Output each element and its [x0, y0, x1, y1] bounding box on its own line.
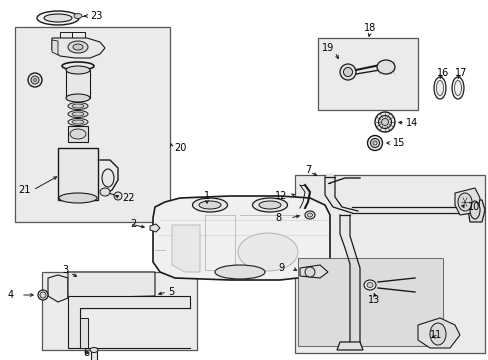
- Text: 12: 12: [274, 191, 287, 201]
- Ellipse shape: [90, 347, 98, 352]
- Polygon shape: [68, 296, 190, 348]
- Ellipse shape: [429, 323, 445, 345]
- Polygon shape: [172, 225, 200, 272]
- Bar: [58, 148, 98, 200]
- Ellipse shape: [259, 201, 281, 209]
- Ellipse shape: [376, 60, 394, 74]
- Ellipse shape: [451, 77, 463, 99]
- Polygon shape: [153, 196, 329, 280]
- Ellipse shape: [114, 192, 122, 200]
- Bar: [66, 70, 90, 98]
- Text: 1: 1: [203, 191, 210, 201]
- Polygon shape: [467, 200, 484, 222]
- Text: 3: 3: [62, 265, 68, 275]
- Ellipse shape: [433, 77, 445, 99]
- Ellipse shape: [100, 188, 110, 196]
- Text: 9: 9: [278, 263, 284, 273]
- Polygon shape: [454, 188, 479, 215]
- Text: 21: 21: [18, 185, 30, 195]
- Text: 7: 7: [305, 165, 311, 175]
- Text: 6: 6: [83, 348, 89, 358]
- Ellipse shape: [252, 198, 287, 212]
- Ellipse shape: [72, 104, 84, 108]
- Bar: [42, 272, 197, 350]
- Ellipse shape: [68, 41, 88, 53]
- Ellipse shape: [73, 44, 83, 50]
- Ellipse shape: [307, 213, 312, 217]
- Bar: [317, 38, 417, 110]
- Text: 5: 5: [168, 287, 174, 297]
- Text: 20: 20: [174, 143, 186, 153]
- Bar: [91, 348, 97, 360]
- Ellipse shape: [305, 211, 314, 219]
- Ellipse shape: [436, 81, 443, 95]
- Text: 22: 22: [122, 193, 134, 203]
- Text: 18: 18: [363, 23, 375, 33]
- Ellipse shape: [59, 193, 97, 203]
- Polygon shape: [80, 318, 88, 348]
- Text: 14: 14: [405, 118, 417, 128]
- Polygon shape: [336, 342, 362, 350]
- Ellipse shape: [38, 290, 48, 300]
- Text: 8: 8: [274, 213, 281, 223]
- Text: 11: 11: [429, 330, 441, 340]
- Text: 10: 10: [467, 202, 479, 212]
- Ellipse shape: [37, 11, 79, 25]
- Bar: [297, 258, 442, 346]
- Ellipse shape: [102, 169, 114, 187]
- Ellipse shape: [74, 14, 82, 18]
- Ellipse shape: [453, 81, 461, 95]
- Ellipse shape: [68, 111, 88, 117]
- Polygon shape: [52, 38, 105, 58]
- Text: 17: 17: [454, 68, 467, 78]
- Ellipse shape: [372, 141, 376, 145]
- Ellipse shape: [457, 193, 471, 211]
- Ellipse shape: [66, 94, 90, 102]
- Ellipse shape: [28, 73, 42, 87]
- Polygon shape: [68, 272, 155, 298]
- Polygon shape: [52, 40, 58, 55]
- Polygon shape: [299, 265, 327, 278]
- Ellipse shape: [215, 265, 264, 279]
- Text: 23: 23: [90, 11, 102, 21]
- Ellipse shape: [363, 280, 375, 290]
- Ellipse shape: [339, 64, 355, 80]
- Text: 15: 15: [392, 138, 405, 148]
- Ellipse shape: [44, 14, 72, 22]
- Ellipse shape: [238, 233, 297, 271]
- Ellipse shape: [305, 267, 314, 277]
- Ellipse shape: [70, 129, 86, 139]
- Ellipse shape: [34, 78, 37, 81]
- Polygon shape: [150, 224, 160, 232]
- Ellipse shape: [40, 292, 46, 298]
- Ellipse shape: [378, 116, 391, 129]
- Ellipse shape: [367, 135, 382, 150]
- Ellipse shape: [192, 198, 227, 212]
- Ellipse shape: [68, 103, 88, 109]
- Bar: [294, 175, 484, 353]
- Ellipse shape: [72, 112, 84, 116]
- Ellipse shape: [469, 201, 479, 219]
- Ellipse shape: [370, 139, 379, 148]
- Ellipse shape: [68, 118, 88, 126]
- Text: 19: 19: [321, 43, 334, 53]
- Text: 2: 2: [130, 219, 136, 229]
- Text: 16: 16: [436, 68, 448, 78]
- Polygon shape: [417, 318, 459, 348]
- Polygon shape: [48, 275, 68, 302]
- Ellipse shape: [66, 66, 90, 74]
- Bar: [68, 126, 88, 142]
- Ellipse shape: [31, 76, 39, 84]
- Ellipse shape: [199, 201, 221, 209]
- Ellipse shape: [381, 118, 387, 126]
- Ellipse shape: [374, 112, 394, 132]
- Bar: [15, 27, 170, 222]
- Text: 4: 4: [8, 290, 14, 300]
- Text: 13: 13: [367, 295, 380, 305]
- Ellipse shape: [343, 68, 352, 77]
- Ellipse shape: [72, 120, 84, 124]
- Ellipse shape: [366, 283, 372, 288]
